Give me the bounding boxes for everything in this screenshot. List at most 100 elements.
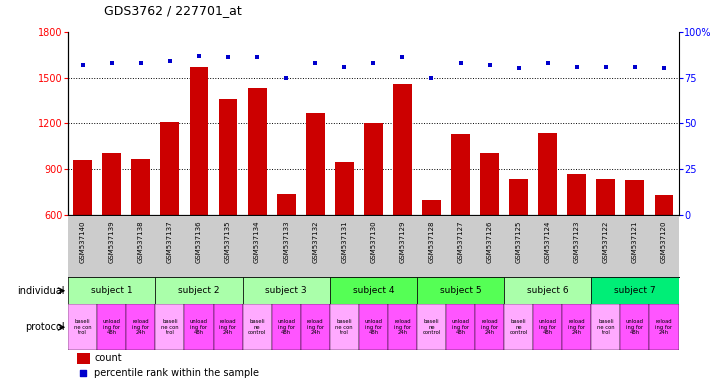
Text: GSM537131: GSM537131 — [341, 220, 348, 263]
Bar — [97, 304, 126, 350]
Bar — [538, 132, 557, 215]
Bar — [393, 84, 412, 215]
Text: GSM537136: GSM537136 — [196, 220, 202, 263]
Text: GSM537121: GSM537121 — [632, 220, 638, 263]
Text: baseli
ne con
trol: baseli ne con trol — [161, 319, 179, 335]
Text: GSM537126: GSM537126 — [487, 220, 493, 263]
Bar — [185, 304, 213, 350]
Text: count: count — [94, 353, 122, 363]
Point — [339, 63, 350, 70]
Bar — [131, 159, 150, 215]
Text: baseli
ne con
trol: baseli ne con trol — [335, 319, 353, 335]
Bar — [475, 304, 504, 350]
Text: subject 6: subject 6 — [527, 286, 569, 295]
Text: GSM537130: GSM537130 — [370, 220, 376, 263]
Text: reload
ing for
24h: reload ing for 24h — [568, 319, 585, 335]
Point — [223, 54, 234, 60]
Text: unload
ing for
48h: unload ing for 48h — [452, 319, 470, 335]
Bar — [417, 277, 504, 304]
Text: percentile rank within the sample: percentile rank within the sample — [94, 367, 259, 378]
Text: GSM537125: GSM537125 — [516, 220, 522, 263]
Text: subject 4: subject 4 — [353, 286, 394, 295]
Text: unload
ing for
48h: unload ing for 48h — [626, 319, 644, 335]
Bar — [335, 162, 354, 215]
Text: GSM537139: GSM537139 — [109, 220, 115, 263]
Bar — [451, 134, 470, 215]
Text: reload
ing for
24h: reload ing for 24h — [307, 319, 324, 335]
Bar — [248, 88, 266, 215]
Point — [309, 60, 321, 66]
Point — [484, 61, 495, 68]
Bar — [509, 179, 528, 215]
Text: GSM537128: GSM537128 — [429, 220, 434, 263]
Text: reload
ing for
24h: reload ing for 24h — [656, 319, 673, 335]
Text: reload
ing for
24h: reload ing for 24h — [394, 319, 411, 335]
Text: unload
ing for
48h: unload ing for 48h — [190, 319, 208, 335]
Bar — [592, 304, 620, 350]
Text: subject 3: subject 3 — [266, 286, 307, 295]
Point — [106, 60, 118, 66]
Point — [135, 60, 146, 66]
Point — [281, 74, 292, 81]
Point — [513, 65, 524, 71]
Bar — [73, 160, 92, 215]
Bar — [359, 304, 388, 350]
Bar — [533, 304, 562, 350]
Point — [368, 60, 379, 66]
Point — [78, 370, 89, 376]
Point — [396, 54, 408, 60]
Text: subject 5: subject 5 — [439, 286, 481, 295]
Text: GSM537132: GSM537132 — [312, 220, 318, 263]
Bar — [330, 277, 417, 304]
Text: baseli
ne con
trol: baseli ne con trol — [74, 319, 92, 335]
Bar — [243, 277, 330, 304]
Bar — [650, 304, 679, 350]
Bar — [597, 179, 615, 215]
Text: individual: individual — [17, 286, 65, 296]
Point — [251, 54, 263, 60]
Bar — [190, 67, 208, 215]
Text: GSM537122: GSM537122 — [603, 220, 609, 263]
Bar — [504, 277, 592, 304]
Bar — [68, 277, 155, 304]
Point — [454, 60, 466, 66]
Bar — [625, 180, 644, 215]
Bar — [276, 194, 296, 215]
Text: subject 1: subject 1 — [91, 286, 133, 295]
Point — [164, 58, 176, 64]
Bar — [68, 304, 97, 350]
Bar — [306, 113, 325, 215]
Bar — [155, 304, 185, 350]
Bar — [103, 152, 121, 215]
Text: GSM537124: GSM537124 — [545, 220, 551, 263]
Text: GSM537120: GSM537120 — [661, 220, 667, 263]
Text: unload
ing for
48h: unload ing for 48h — [538, 319, 556, 335]
Bar — [388, 304, 417, 350]
Bar — [243, 304, 271, 350]
Bar — [446, 304, 475, 350]
Bar — [504, 304, 533, 350]
Bar — [567, 174, 586, 215]
Bar — [655, 195, 673, 215]
Text: unload
ing for
48h: unload ing for 48h — [364, 319, 383, 335]
Bar — [218, 99, 238, 215]
Text: subject 2: subject 2 — [178, 286, 220, 295]
Bar — [330, 304, 359, 350]
Point — [600, 63, 612, 70]
Bar — [271, 304, 301, 350]
Text: reload
ing for
24h: reload ing for 24h — [481, 319, 498, 335]
Text: GSM537123: GSM537123 — [574, 220, 580, 263]
Point — [77, 61, 88, 68]
Point — [571, 63, 582, 70]
Bar — [417, 304, 446, 350]
Text: baseli
ne
control: baseli ne control — [248, 319, 266, 335]
Text: GSM537140: GSM537140 — [80, 220, 85, 263]
Bar — [126, 304, 155, 350]
Point — [193, 53, 205, 59]
Text: GSM537134: GSM537134 — [254, 220, 260, 263]
Bar — [155, 277, 243, 304]
Point — [426, 74, 437, 81]
Bar — [620, 304, 650, 350]
Point — [542, 60, 554, 66]
Point — [629, 63, 640, 70]
